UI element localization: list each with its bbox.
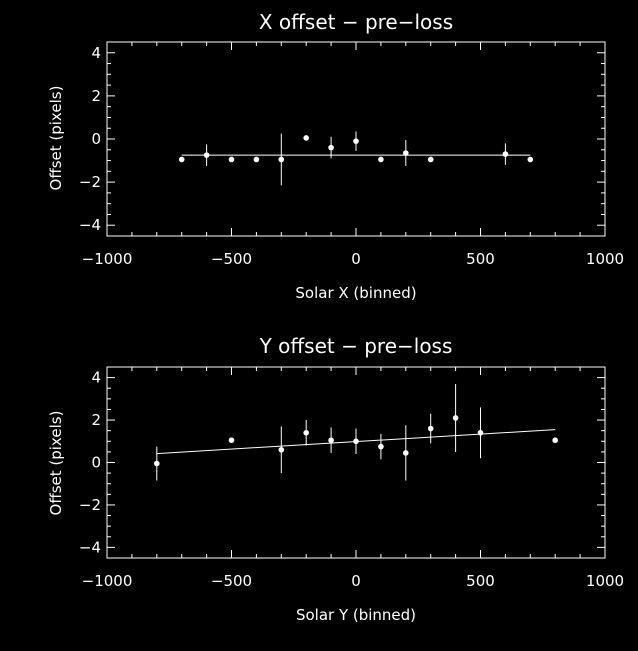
x-offset-y-tick-label: −2 (79, 173, 101, 191)
y-offset-y-tick-label: 2 (91, 411, 101, 429)
x-offset-data-point (527, 156, 534, 163)
x-offset-data-point (378, 156, 384, 163)
y-offset-data-point (378, 443, 384, 450)
x-offset-x-tick-label: 0 (351, 250, 361, 268)
y-offset-y-tick-label: 4 (91, 369, 101, 387)
x-offset-data-point (303, 135, 310, 141)
x-offset-data-point (427, 156, 434, 163)
x-offset-title: X offset − pre−loss (259, 10, 453, 34)
y-offset-xlabel: Solar Y (binned) (296, 606, 416, 624)
x-offset-y-tick-label: 2 (91, 87, 101, 105)
y-offset-data-point (452, 415, 459, 421)
y-offset-data-point (278, 446, 285, 453)
y-offset-data-point (228, 437, 235, 444)
x-offset-data-point (253, 156, 260, 163)
y-offset-panel: Y offset − pre−loss Solar Y (binned) Off… (47, 334, 624, 624)
y-offset-x-tick-label: −1000 (82, 572, 133, 590)
y-offset-data-point (477, 429, 484, 436)
x-offset-data-point (328, 144, 334, 151)
x-offset-data-point (228, 156, 235, 163)
x-offset-x-tick-label: 1000 (586, 250, 624, 268)
x-offset-xlabel: Solar X (binned) (295, 284, 416, 302)
y-offset-y-tick-label: −4 (79, 538, 101, 556)
x-offset-data-point (403, 150, 409, 156)
x-offset-data-point (203, 152, 210, 158)
x-offset-marks: −1000 −500 0 500 1000 −4 −2 0 2 4 (79, 41, 624, 268)
y-offset-ylabel: Offset (pixels) (47, 411, 65, 516)
y-offset-title: Y offset − pre−loss (259, 334, 453, 358)
x-offset-y-tick-label: 4 (91, 44, 101, 62)
x-offset-data-point (278, 156, 285, 163)
y-offset-data-point (303, 429, 310, 436)
x-offset-ylabel: Offset (pixels) (47, 86, 65, 191)
y-offset-x-tick-label: 0 (351, 572, 361, 590)
x-offset-y-tick-label: −4 (79, 216, 101, 234)
x-offset-x-tick-label: −500 (211, 250, 252, 268)
x-offset-data-point (178, 156, 185, 163)
y-offset-data-point (403, 450, 409, 456)
y-offset-y-tick-label: −2 (79, 496, 101, 514)
y-offset-data-point (552, 437, 558, 444)
y-offset-y-tick-label: 0 (91, 454, 101, 472)
y-offset-data-point (154, 460, 160, 467)
y-offset-x-tick-label: 500 (466, 572, 495, 590)
y-offset-x-tick-label: −500 (211, 572, 252, 590)
x-offset-x-tick-label: 500 (466, 250, 495, 268)
y-offset-data-point (427, 425, 434, 432)
y-offset-data-point (353, 438, 359, 445)
y-offset-data-point (328, 437, 334, 444)
x-offset-data-point (353, 138, 359, 144)
y-offset-marks: −1000 −500 0 500 1000 −4 −2 0 2 4 (79, 366, 624, 590)
x-offset-panel: X offset − pre−loss Solar X (binned) Off… (47, 10, 624, 302)
x-offset-y-tick-label: 0 (91, 130, 101, 148)
x-offset-x-tick-label: −1000 (82, 250, 133, 268)
y-offset-x-tick-label: 1000 (586, 572, 624, 590)
x-offset-data-point (502, 151, 509, 157)
